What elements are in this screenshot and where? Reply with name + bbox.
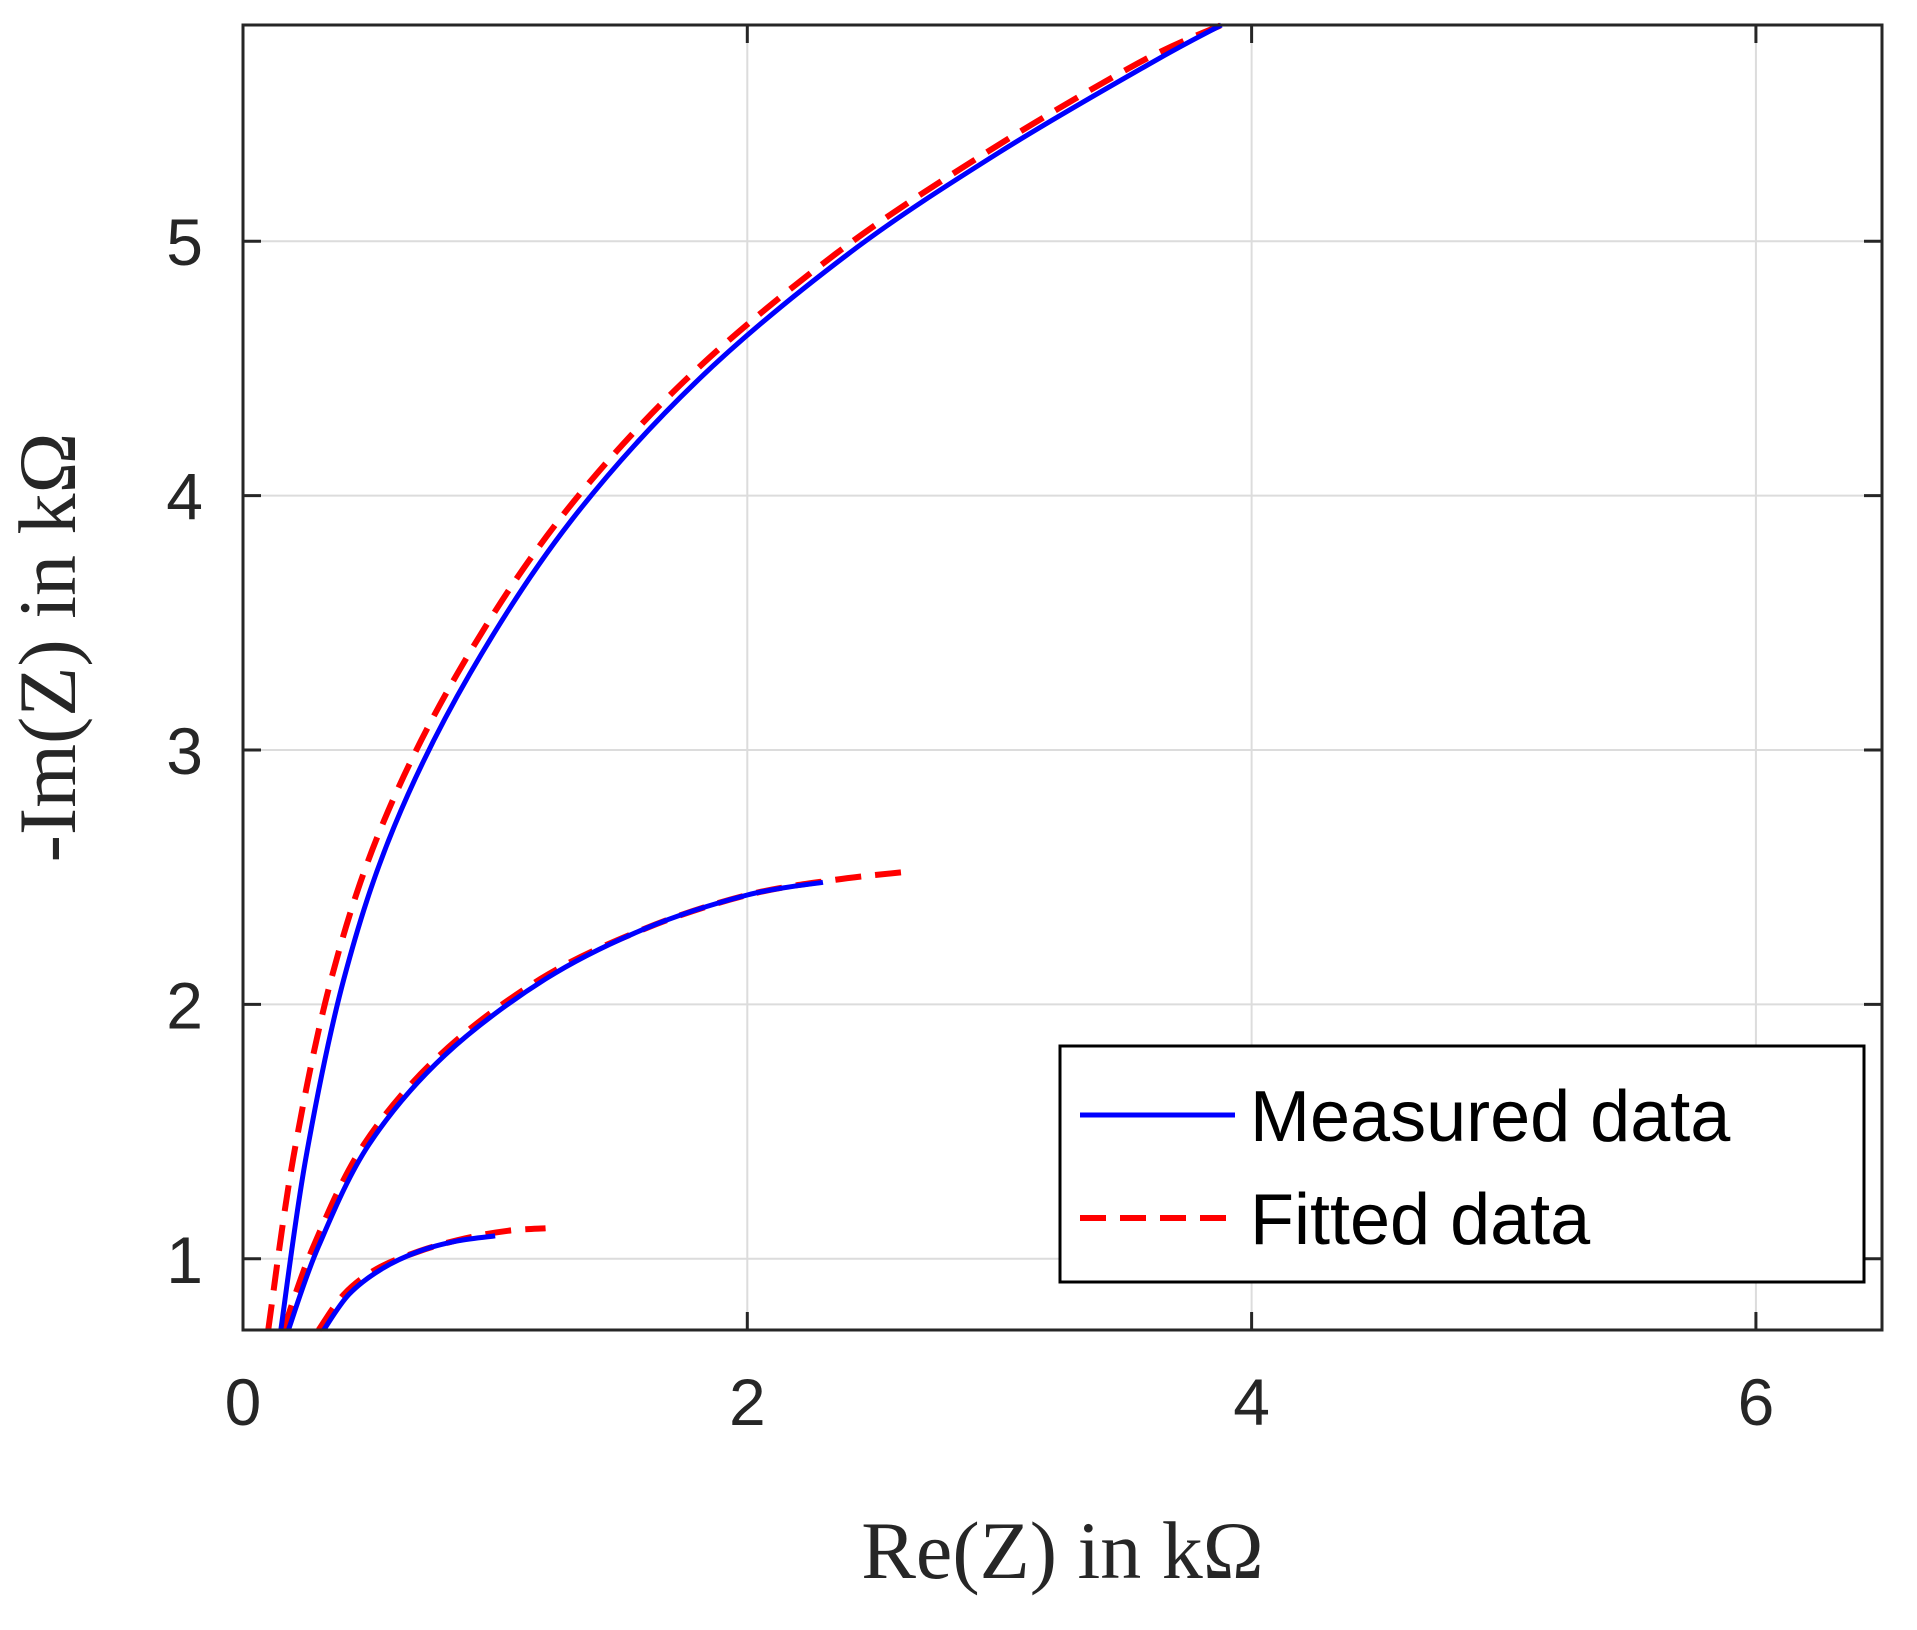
y-tick-label: 1: [166, 1223, 203, 1297]
axes-box: [241, 23, 1884, 1332]
legend-box: [1058, 1044, 1866, 1284]
series-layer: [265, 22, 1223, 1332]
fitted-curve-1: [265, 22, 1223, 1331]
x-axis-label: Re(Z) in kΩ: [861, 1505, 1264, 1596]
y-tick-label: 5: [166, 205, 203, 279]
legend: Measured data Fitted data: [1058, 1044, 1866, 1284]
ticks: 0 2 4 6 1 2 3 4 5: [166, 25, 1882, 1439]
y-tick-label: 3: [166, 714, 203, 788]
measured-curve-1: [278, 22, 1223, 1331]
measured-curve-2: [286, 879, 824, 1331]
x-tick-label: 6: [1738, 1365, 1775, 1439]
fitted-curve-2: [280, 869, 904, 1332]
y-tick-label: 2: [166, 968, 203, 1042]
y-axis-label: -Im(Z) in kΩ: [2, 433, 93, 863]
legend-label-fitted: Fitted data: [1250, 1180, 1591, 1260]
measured-curve-3: [321, 1233, 496, 1332]
x-tick-label: 4: [1233, 1365, 1270, 1439]
x-tick-label: 0: [225, 1365, 262, 1439]
legend-label-measured: Measured data: [1250, 1077, 1731, 1157]
y-tick-label: 4: [166, 460, 203, 534]
x-tick-label: 2: [729, 1365, 766, 1439]
